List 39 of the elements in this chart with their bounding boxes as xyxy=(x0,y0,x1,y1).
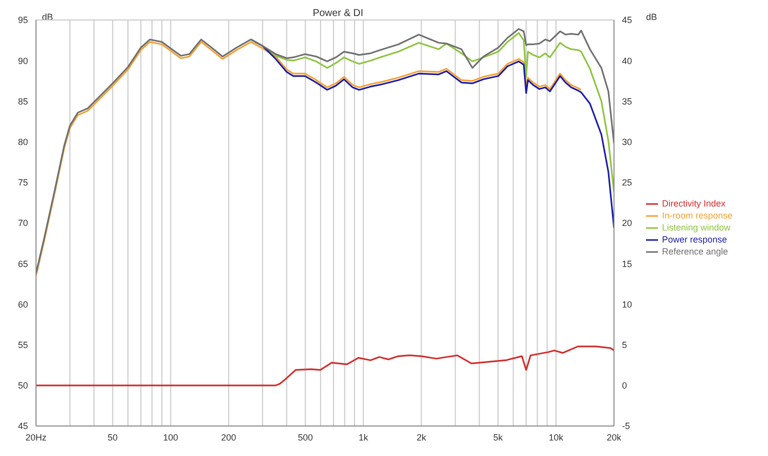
y2-axis-title: dB xyxy=(646,12,658,22)
y2-tick-label: 25 xyxy=(622,178,632,188)
y-tick-label: 75 xyxy=(18,178,28,188)
y2-tick-label: 5 xyxy=(622,340,628,350)
y2-tick-label: 20 xyxy=(622,218,632,228)
y2-tick-label: 40 xyxy=(622,56,632,66)
y2-tick-label: 35 xyxy=(622,96,632,106)
chart-title: Power & DI xyxy=(312,8,364,19)
x-tick-label: 100 xyxy=(163,432,178,442)
x-tick-label: 20k xyxy=(606,432,622,442)
legend-label: Listening window xyxy=(662,222,731,232)
y-tick-label: 45 xyxy=(18,421,28,432)
y-tick-label: 55 xyxy=(18,340,28,350)
y2-tick-label: 10 xyxy=(622,299,632,310)
x-tick-label: 10k xyxy=(548,432,564,442)
legend-label: Power response xyxy=(662,234,728,244)
legend-label: Reference angle xyxy=(662,246,728,256)
x-tick-label: 50 xyxy=(108,432,118,442)
legend-label: Directivity Index xyxy=(662,198,726,208)
x-tick-label: 500 xyxy=(298,432,313,442)
x-tick-label: 200 xyxy=(221,432,236,442)
y-tick-label: 90 xyxy=(18,56,28,66)
y-tick-label: 85 xyxy=(18,96,28,106)
y-tick-label: 65 xyxy=(18,258,28,269)
y-tick-label: 95 xyxy=(18,15,28,26)
y2-tick-label: 30 xyxy=(622,136,632,147)
y2-tick-label: 45 xyxy=(622,15,632,26)
y2-tick-label: 15 xyxy=(622,258,632,269)
x-tick-label: 2k xyxy=(416,432,427,442)
y-tick-label: 70 xyxy=(18,218,28,228)
x-tick-label: 20Hz xyxy=(25,432,47,442)
y-tick-label: 60 xyxy=(18,299,28,310)
x-tick-label: 1k xyxy=(358,432,369,442)
legend-label: In-room response xyxy=(662,210,733,220)
x-tick-label: 5k xyxy=(493,432,504,442)
y-tick-label: 50 xyxy=(18,380,28,391)
y2-tick-label: -5 xyxy=(622,421,630,432)
y2-tick-label: 0 xyxy=(622,380,628,391)
y-tick-label: 80 xyxy=(18,136,28,147)
